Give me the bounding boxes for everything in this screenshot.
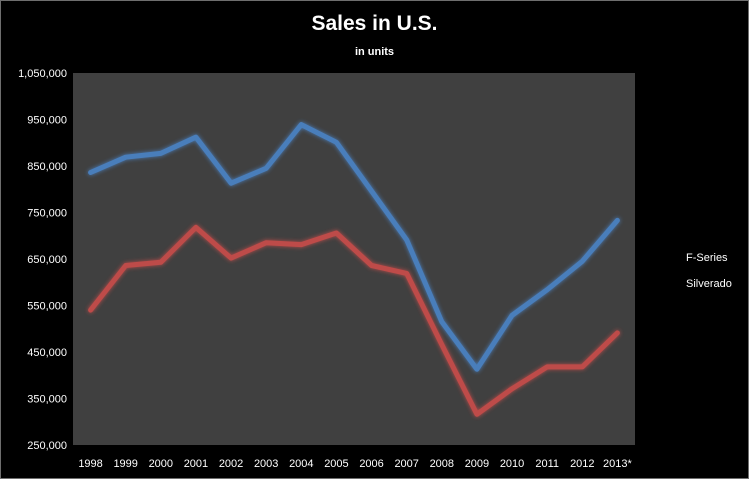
x-tick-label: 2008 [430,458,454,470]
legend-label: Silverado [686,278,732,290]
x-tick-label: 2007 [394,458,418,470]
series-line-f-series [88,122,620,372]
x-tick-label: 1998 [78,458,102,470]
x-tick-label: 2010 [500,458,524,470]
x-tick-label: 2013* [603,458,632,470]
x-tick-label: 2000 [149,458,173,470]
x-tick-label: 1999 [113,458,137,470]
y-tick-label: 550,000 [27,301,67,313]
x-tick-label: 2001 [184,458,208,470]
x-tick-label: 2009 [465,458,489,470]
series-line-silverado [88,224,620,417]
y-tick-label: 950,000 [27,115,67,127]
x-tick-label: 2011 [535,458,559,470]
x-tick-label: 2006 [359,458,383,470]
x-tick-label: 2003 [254,458,278,470]
y-tick-label: 250,000 [27,440,67,452]
legend: F-Series Silverado [653,252,732,290]
y-tick-label: 1,050,000 [18,68,67,80]
y-tick-label: 750,000 [27,208,67,220]
legend-label: F-Series [686,252,728,264]
x-tick-label: 2002 [219,458,243,470]
y-tick-label: 850,000 [27,161,67,173]
y-tick-label: 450,000 [27,347,67,359]
x-tick-label: 2004 [289,458,313,470]
series-lines [88,122,620,417]
x-tick-label: 2012 [570,458,594,470]
x-axis: 1998 1999 2000 2001 2002 2003 2004 2005 2006 2007… [78,458,632,470]
y-axis: 250,000 350,000 450,000 550,000 650,000 750,0… [18,68,67,452]
y-tick-label: 350,000 [27,394,67,406]
y-tick-label: 650,000 [27,254,67,266]
plot-area [73,73,635,445]
chart-subtitle: in units [354,46,395,58]
chart-title: Sales in U.S. [311,12,438,35]
x-tick-label: 2005 [324,458,348,470]
